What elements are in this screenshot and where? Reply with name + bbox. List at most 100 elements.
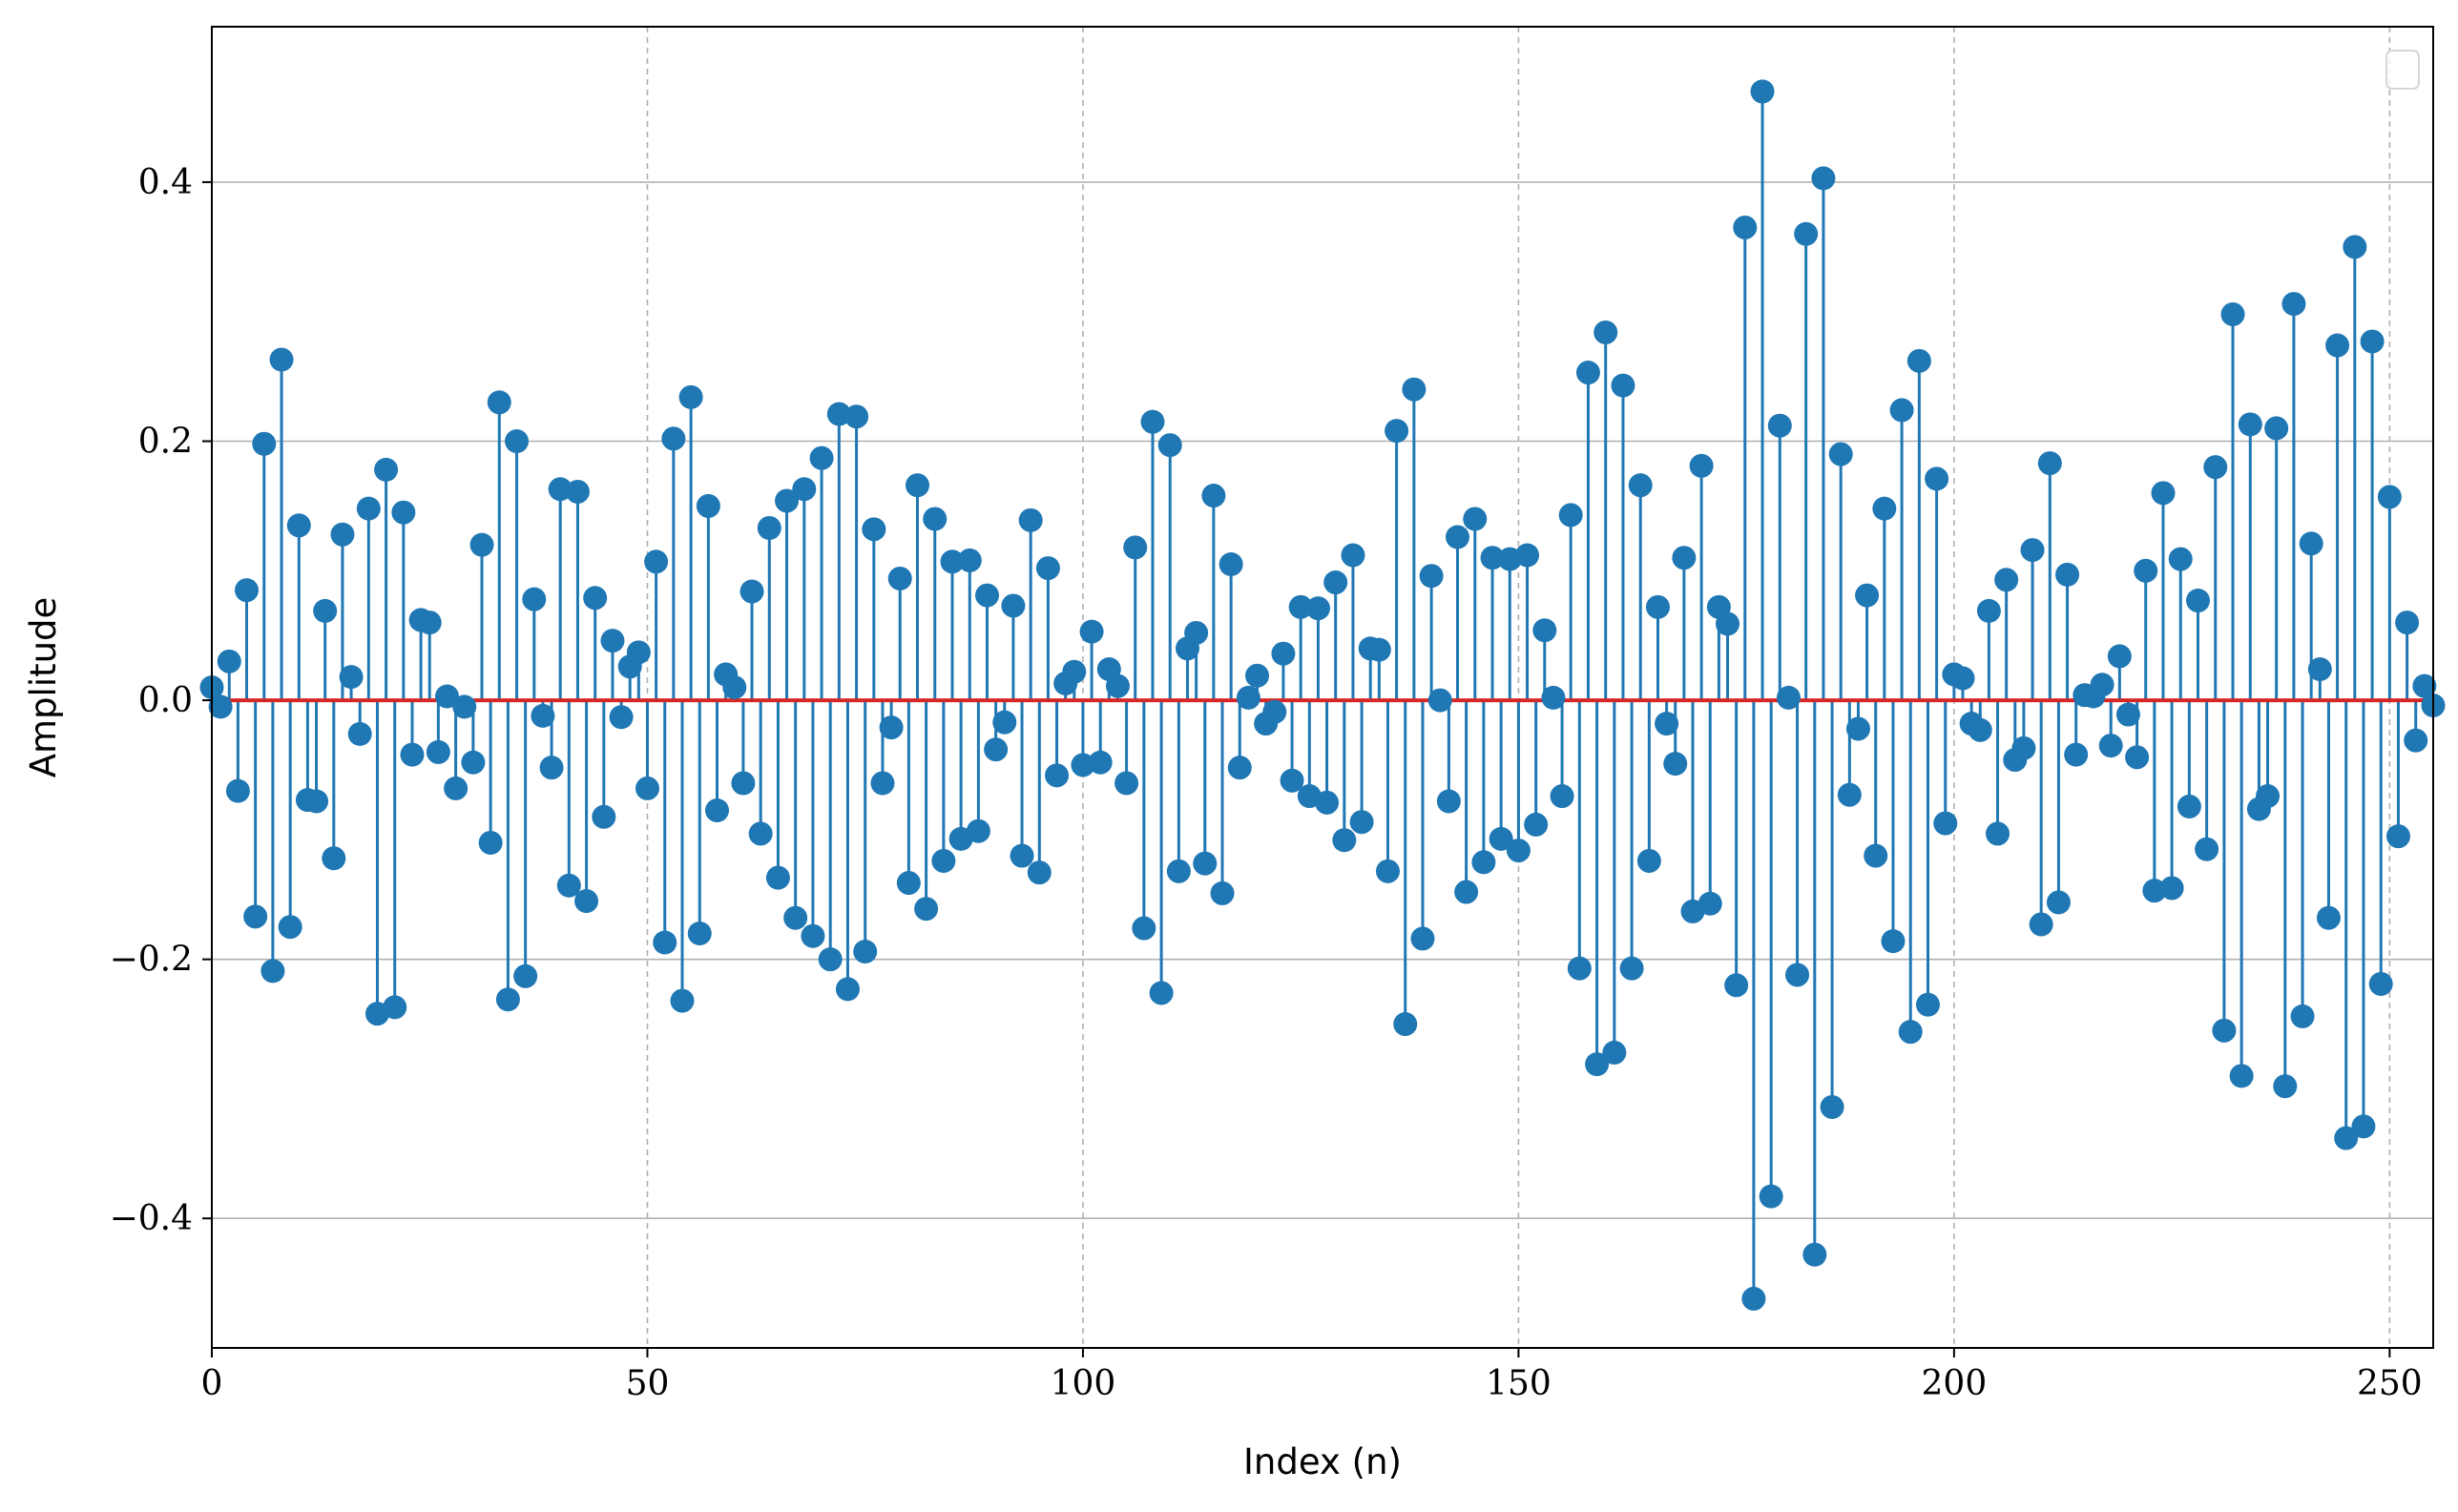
stem-marker xyxy=(1776,685,1801,710)
stem-marker xyxy=(1602,1040,1627,1065)
stem-marker xyxy=(522,587,547,611)
stem-marker xyxy=(217,649,241,673)
stem-marker xyxy=(626,640,651,665)
stem-marker xyxy=(2412,673,2437,698)
stem-marker xyxy=(2098,734,2123,758)
stem-marker xyxy=(487,390,511,415)
stem-marker xyxy=(2334,1126,2359,1150)
stem-marker xyxy=(2385,824,2410,849)
stem-marker xyxy=(1698,891,1722,916)
stem-marker xyxy=(2316,905,2341,930)
stem-marker xyxy=(1785,963,1810,987)
stem-marker xyxy=(2011,735,2036,760)
stem-marker xyxy=(1881,929,1906,954)
stem-marker xyxy=(2404,728,2428,753)
stem-marker xyxy=(1035,556,1060,581)
stem-marker xyxy=(765,865,790,890)
stem-marker xyxy=(2020,538,2045,563)
stem-marker xyxy=(461,750,486,775)
x-tick-label: 150 xyxy=(1486,1364,1552,1403)
stem-marker xyxy=(339,665,364,690)
stem-marker xyxy=(1575,361,1600,385)
stem-marker xyxy=(661,426,686,451)
stem-marker xyxy=(2325,333,2350,358)
stem-marker xyxy=(1427,688,1452,713)
stem-marker xyxy=(2115,702,2140,727)
stem-marker xyxy=(304,789,329,814)
stem-marker xyxy=(2134,558,2158,583)
stem-marker xyxy=(1315,790,1340,815)
stem-marker xyxy=(835,977,860,1002)
stem-marker xyxy=(2307,656,2332,681)
stem-marker xyxy=(1132,916,1156,941)
stem-marker xyxy=(444,776,469,800)
stem-marker xyxy=(2037,451,2062,476)
stem-marker xyxy=(1245,663,1270,688)
stem-marker xyxy=(426,739,450,764)
stem-marker xyxy=(705,797,730,822)
stem-marker xyxy=(1532,618,1557,643)
stem-marker xyxy=(1828,442,1853,466)
stem-marker xyxy=(347,721,372,746)
stem-marker xyxy=(1915,992,1940,1017)
x-tick-label: 50 xyxy=(626,1364,670,1403)
stem-marker xyxy=(1419,564,1444,589)
stem-marker xyxy=(548,477,573,502)
stem-marker xyxy=(1210,880,1235,905)
stem-marker xyxy=(2186,589,2211,613)
stem-marker xyxy=(966,818,990,843)
stem-marker xyxy=(1385,419,1409,444)
stem-marker xyxy=(1550,784,1574,809)
stem-marker xyxy=(469,532,494,557)
stem-marker xyxy=(1672,546,1697,570)
stem-marker xyxy=(2168,547,2193,571)
y-tick-label: −0.2 xyxy=(110,941,193,980)
y-tick-label: 0.2 xyxy=(138,423,193,462)
stem-marker xyxy=(757,515,781,540)
stem-marker xyxy=(1759,1184,1783,1209)
stem-marker xyxy=(1750,79,1775,104)
stem-marker xyxy=(1219,552,1243,577)
stem-marker xyxy=(1454,880,1479,904)
stem-marker xyxy=(809,445,834,470)
stem-marker xyxy=(1733,215,1758,239)
stem-marker xyxy=(1636,848,1661,873)
y-tick-label: −0.4 xyxy=(110,1199,193,1238)
stem-marker xyxy=(565,479,590,504)
stem-marker xyxy=(2055,562,2080,587)
stem-marker xyxy=(1741,1286,1766,1311)
stem-marker xyxy=(748,821,773,846)
stem-marker xyxy=(1463,507,1488,531)
stem-marker xyxy=(1515,543,1540,568)
stem-markers xyxy=(199,79,2446,1311)
stem-marker xyxy=(1088,750,1113,775)
stem-marker xyxy=(801,923,825,948)
stem-marker xyxy=(260,959,285,984)
stem-marker xyxy=(2273,1074,2298,1099)
stem-marker xyxy=(2029,912,2053,937)
stem-marker xyxy=(670,988,695,1013)
x-tick-label: 250 xyxy=(2357,1364,2423,1403)
stem-marker xyxy=(2238,412,2262,437)
stem-marker xyxy=(1837,782,1862,807)
stem-marker xyxy=(1166,859,1191,883)
stem-marker xyxy=(957,548,982,572)
stem-marker xyxy=(417,611,442,635)
x-tick-label: 100 xyxy=(1051,1364,1116,1403)
stem-marker xyxy=(1471,850,1496,875)
stem-marker xyxy=(896,871,921,896)
stem-marker xyxy=(1105,673,1130,698)
stem-marker xyxy=(2177,794,2201,818)
stem-marker xyxy=(678,384,703,409)
stem-marker xyxy=(313,598,338,623)
stem-marker xyxy=(583,586,608,611)
stem-marker xyxy=(1898,1020,1923,1045)
stem-marker xyxy=(1305,596,1330,621)
stem-marker xyxy=(2064,742,2089,767)
stem-marker xyxy=(984,737,1009,762)
stem-marker xyxy=(653,930,677,955)
stem-marker xyxy=(1157,433,1182,458)
stem-marker xyxy=(531,703,555,728)
stem-marker xyxy=(252,431,277,456)
